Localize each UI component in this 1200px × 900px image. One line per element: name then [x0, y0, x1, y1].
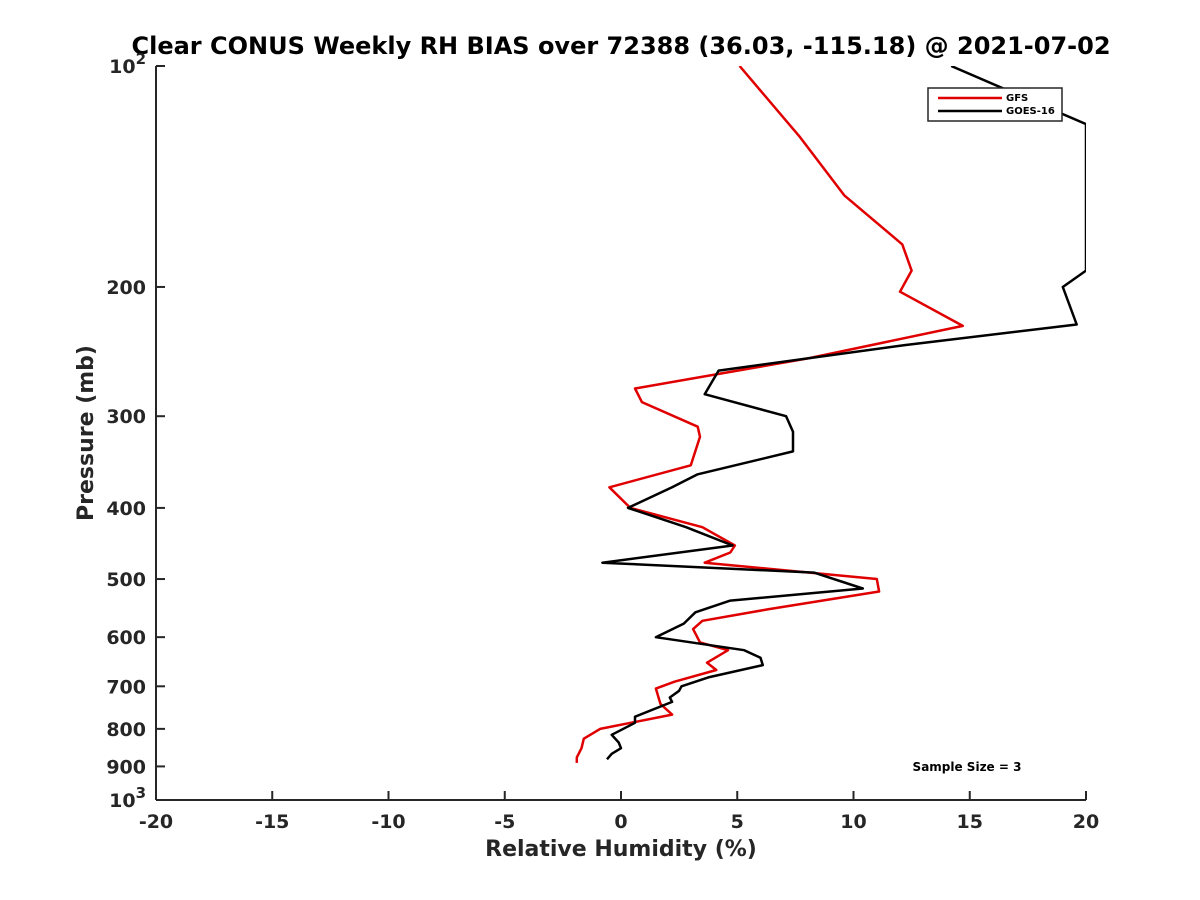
y-tick-exponent: 2: [136, 50, 146, 68]
y-tick-label: 600: [106, 627, 146, 649]
y-tick-label: 300: [106, 406, 146, 428]
x-tick-label: -5: [494, 811, 515, 833]
y-tick-label: 400: [106, 498, 146, 520]
y-tick-label: 102: [109, 50, 146, 78]
y-tick-label: 700: [106, 676, 146, 698]
legend-label-goes16: GOES-16: [1006, 106, 1055, 117]
x-tick-label: -15: [255, 811, 289, 833]
y-axis-label: Pressure (mb): [74, 345, 99, 521]
y-tick-base: 10: [109, 790, 135, 812]
x-axis-label: Relative Humidity (%): [485, 837, 757, 862]
x-axis-ticks: -20 -15 -10 -5 0 5 10 15 20: [139, 791, 1099, 833]
y-tick-label: 800: [106, 719, 146, 741]
y-tick-base: 10: [109, 56, 135, 78]
y-tick-label: 500: [106, 569, 146, 591]
series-line-goes16: [601, 66, 1086, 761]
x-tick-label: 15: [957, 811, 983, 833]
legend: GFS GOES-16: [927, 87, 1063, 122]
legend-box: [927, 87, 1063, 122]
y-tick-label: 900: [106, 756, 146, 778]
chart-title: Clear CONUS Weekly RH BIAS over 72388 (3…: [131, 32, 1110, 60]
x-tick-label: 0: [614, 811, 627, 833]
y-tick-label: 103: [109, 784, 146, 812]
x-tick-label: 5: [731, 811, 744, 833]
series-line-gfs: [575, 66, 965, 763]
x-tick-label: -10: [371, 811, 405, 833]
x-tick-label: 20: [1073, 811, 1099, 833]
y-tick-exponent: 3: [136, 784, 146, 802]
x-tick-label: 10: [840, 811, 866, 833]
y-tick-label: 200: [106, 277, 146, 299]
x-tick-label: -20: [139, 811, 173, 833]
legend-label-gfs: GFS: [1006, 93, 1028, 104]
series-layer: [575, 66, 1086, 763]
sample-size-annotation: Sample Size = 3: [913, 760, 1022, 774]
